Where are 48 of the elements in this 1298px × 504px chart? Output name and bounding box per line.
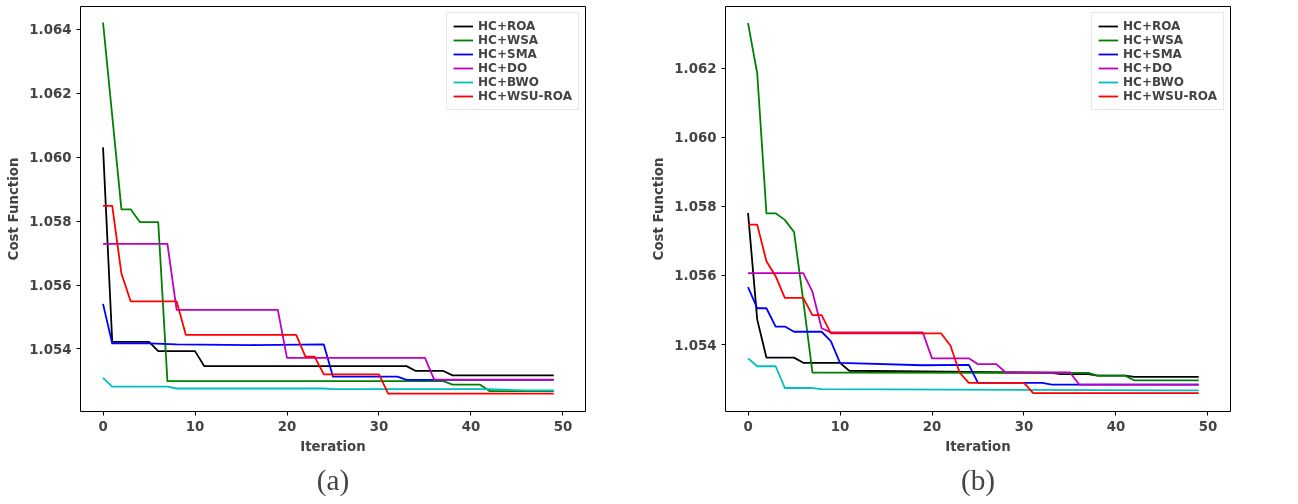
y-tick-label: 1.062 xyxy=(29,86,72,102)
line-series xyxy=(102,204,555,395)
legend-label: HC+ROA xyxy=(478,19,536,33)
y-tick-label: 1.060 xyxy=(29,150,72,166)
x-tick-label: 30 xyxy=(1014,418,1034,434)
line-series xyxy=(747,357,1200,392)
x-tick-label: 50 xyxy=(1198,418,1218,434)
x-tick-label: 20 xyxy=(277,418,297,434)
y-tick-label: 1.058 xyxy=(29,214,72,230)
legend-label: HC+WSA xyxy=(478,33,539,47)
y-tick-label: 1.060 xyxy=(674,130,717,146)
line-series xyxy=(102,302,555,381)
line-series xyxy=(102,242,555,381)
legend-label: HC+DO xyxy=(478,61,528,75)
legend-label: HC+SMA xyxy=(1123,47,1182,61)
legend-label: HC+BWO xyxy=(478,75,539,89)
text: (a) xyxy=(316,463,350,497)
y-axis-title: Cost Function xyxy=(651,157,667,261)
text: (b) xyxy=(960,463,996,497)
x-axis-title: Iteration xyxy=(300,438,366,454)
y-tick-label: 1.062 xyxy=(674,61,717,77)
y-tick-label: 1.054 xyxy=(29,341,72,357)
x-tick-label: 40 xyxy=(1106,418,1126,434)
y-tick-label: 1.054 xyxy=(674,337,717,353)
y-axis-title: Cost Function xyxy=(6,157,22,261)
x-tick-label: 30 xyxy=(369,418,389,434)
legend-label: HC+WSA xyxy=(1123,33,1184,47)
y-tick-label: 1.056 xyxy=(29,278,72,294)
legend-label: HC+WSU-ROA xyxy=(1123,89,1217,103)
x-tick-label: 0 xyxy=(98,418,108,434)
x-tick-label: 50 xyxy=(553,418,573,434)
legend-label: HC+SMA xyxy=(478,47,537,61)
legend-label: HC+ROA xyxy=(1123,19,1181,33)
x-tick-label: 10 xyxy=(185,418,205,434)
y-tick-label: 1.056 xyxy=(674,268,717,284)
y-tick-label: 1.058 xyxy=(674,199,717,215)
x-tick-label: 40 xyxy=(461,418,481,434)
y-tick-label: 1.064 xyxy=(29,22,72,38)
legend-label: HC+DO xyxy=(1123,61,1173,75)
x-tick-label: 10 xyxy=(830,418,850,434)
line-series xyxy=(747,223,1200,395)
legend-label: HC+BWO xyxy=(1123,75,1184,89)
x-tick-label: 20 xyxy=(922,418,942,434)
line-series xyxy=(102,377,555,392)
x-tick-label: 0 xyxy=(743,418,753,434)
x-axis-title: Iteration xyxy=(945,438,1011,454)
line-series xyxy=(102,146,555,377)
legend-label: HC+WSU-ROA xyxy=(478,89,572,103)
